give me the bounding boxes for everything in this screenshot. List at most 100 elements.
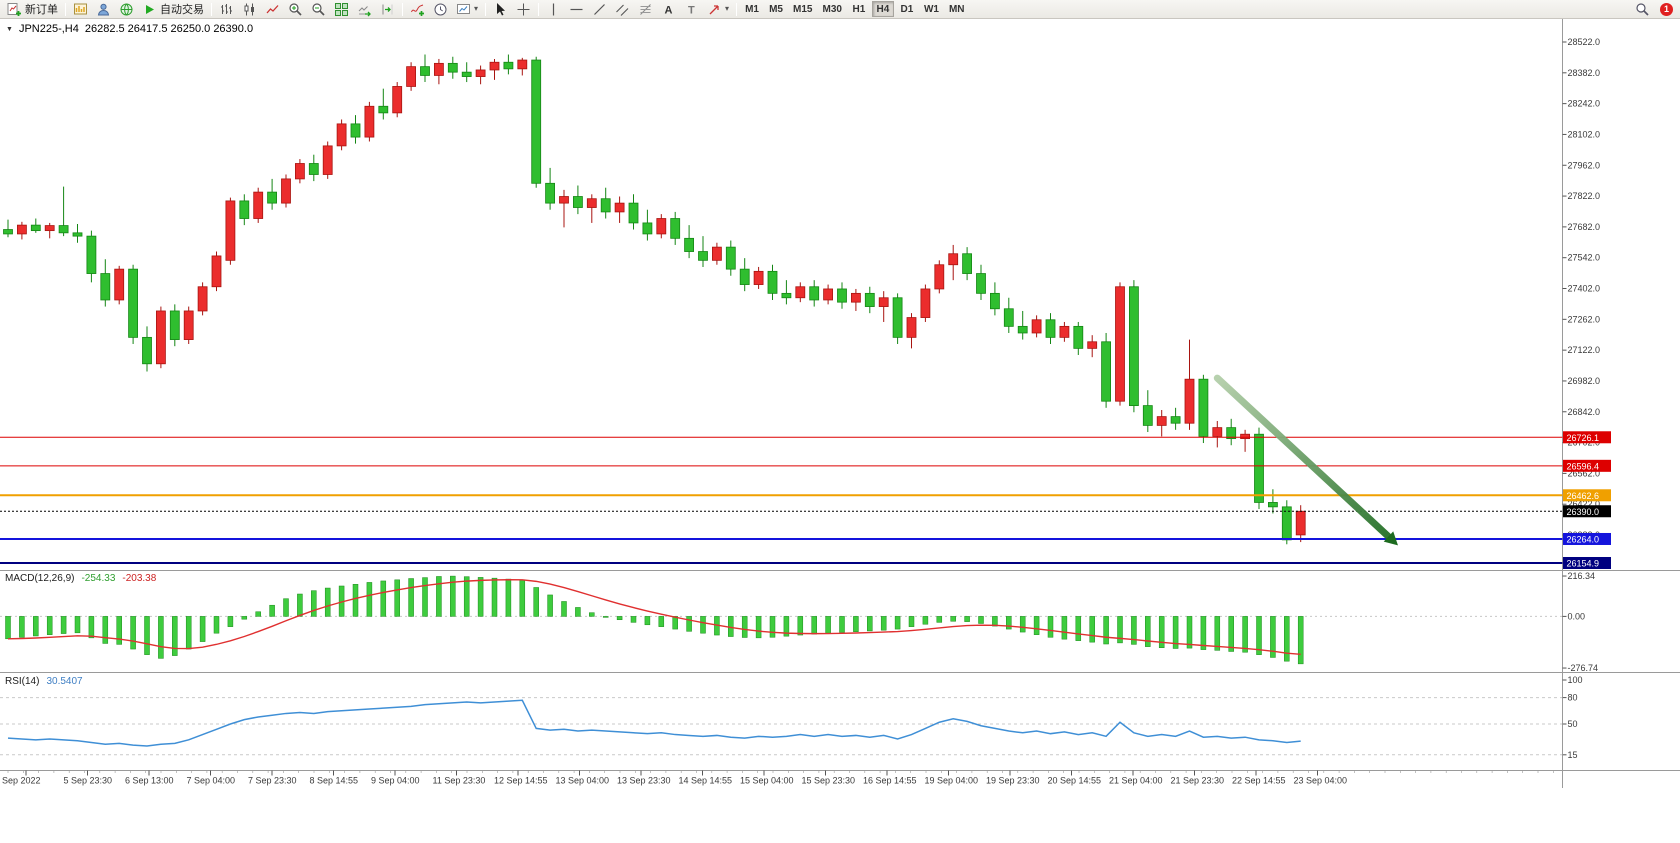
svg-text:50: 50 <box>1568 719 1578 729</box>
candlestick-chart-icon <box>242 3 254 15</box>
svg-text:6 Sep 13:00: 6 Sep 13:00 <box>125 776 174 786</box>
vertical-line-icon <box>546 2 561 17</box>
collapse-triangle-icon[interactable]: ▼ <box>6 25 13 33</box>
autotrade-button[interactable]: 自动交易 <box>138 1 208 18</box>
horizontal-line-icon <box>569 2 584 17</box>
text-button[interactable]: A <box>657 1 680 18</box>
svg-text:26154.9: 26154.9 <box>1567 558 1600 568</box>
svg-text:12 Sep 14:55: 12 Sep 14:55 <box>494 776 548 786</box>
candles-layer <box>3 54 1306 545</box>
indicators-button[interactable] <box>406 1 429 18</box>
svg-text:-276.74: -276.74 <box>1568 663 1599 673</box>
text-label-button[interactable]: T <box>680 1 703 18</box>
svg-text:13 Sep 23:30: 13 Sep 23:30 <box>617 776 671 786</box>
charts-window-button[interactable] <box>69 1 92 18</box>
svg-text:27402.0: 27402.0 <box>1568 284 1601 294</box>
periods-button[interactable] <box>429 1 452 18</box>
tf-button-h4[interactable]: H4 <box>871 1 894 17</box>
svg-text:26726.1: 26726.1 <box>1567 433 1600 443</box>
vertical-line-button[interactable] <box>542 1 565 18</box>
rsi-layer <box>7 699 1301 747</box>
zoom-out-button[interactable] <box>307 1 330 18</box>
rsi-axis: 100 80 50 15 <box>0 675 1583 760</box>
tf-button-mn[interactable]: MN <box>945 1 969 17</box>
chart-header: ▼ JPN225-,H4 26282.5 26417.5 26250.0 263… <box>6 23 253 35</box>
macd-signal-value: -203.38 <box>122 573 157 584</box>
market-data-button[interactable] <box>115 1 138 18</box>
tf-button-d1[interactable]: D1 <box>896 1 918 17</box>
svg-text:15 Sep 23:30: 15 Sep 23:30 <box>802 776 856 786</box>
tf-button-m30[interactable]: M30 <box>818 1 845 17</box>
rsi-header: RSI(14) 30.5407 <box>5 676 83 687</box>
chart-shift-button[interactable] <box>376 1 399 18</box>
svg-text:21 Sep 23:30: 21 Sep 23:30 <box>1171 776 1225 786</box>
templates-button[interactable]: ▾ <box>452 1 482 18</box>
charts-window-icon <box>73 2 88 17</box>
tf-button-w1[interactable]: W1 <box>920 1 943 17</box>
crosshair-button[interactable] <box>512 1 535 18</box>
trend-arrow <box>1213 374 1398 546</box>
channel-button[interactable] <box>611 1 634 18</box>
indicators-icon <box>410 2 425 17</box>
toolbar-right-cluster: 1 <box>1631 1 1677 18</box>
globe-icon <box>119 2 134 17</box>
svg-text:15 Sep 04:00: 15 Sep 04:00 <box>740 776 794 786</box>
horizontal-line-button[interactable] <box>565 1 588 18</box>
cursor-button[interactable] <box>489 1 512 18</box>
toolbar-separator <box>538 2 540 16</box>
rsi-value: 30.5407 <box>46 676 83 687</box>
svg-text:27542.0: 27542.0 <box>1568 253 1601 263</box>
search-button[interactable] <box>1631 1 1654 18</box>
svg-text:26462.6: 26462.6 <box>1567 491 1600 501</box>
line-chart-button[interactable] <box>261 1 284 18</box>
crosshair-icon <box>517 3 530 15</box>
toolbar-separator <box>211 2 212 16</box>
macd-main-value: -254.33 <box>81 573 116 584</box>
new-order-icon <box>7 2 22 17</box>
tf-button-m1[interactable]: M1 <box>741 1 763 17</box>
macd-layer <box>5 575 1304 665</box>
tf-button-h1[interactable]: H1 <box>848 1 870 17</box>
auto-scroll-button[interactable] <box>353 1 376 18</box>
fibonacci-button[interactable] <box>634 1 657 18</box>
symbol-period-label: JPN225-,H4 <box>18 23 79 35</box>
rsi-title: RSI(14) <box>5 676 40 687</box>
svg-text:28242.0: 28242.0 <box>1568 99 1601 109</box>
svg-text:28102.0: 28102.0 <box>1568 129 1601 139</box>
zoom-out-icon <box>311 2 326 17</box>
notification-badge[interactable]: 1 <box>1660 2 1673 16</box>
svg-text:100: 100 <box>1568 675 1583 685</box>
tf-button-m15[interactable]: M15 <box>789 1 816 17</box>
arrows-tool-icon <box>707 2 722 17</box>
profile-button[interactable] <box>92 1 115 18</box>
candlestick-chart-button[interactable] <box>238 1 261 18</box>
tf-button-m5[interactable]: M5 <box>765 1 787 17</box>
dropdown-caret-icon: ▾ <box>725 4 730 13</box>
svg-text:15: 15 <box>1568 750 1578 760</box>
profile-icon <box>96 2 111 17</box>
template-icon <box>456 2 471 17</box>
toolbar-separator <box>736 2 738 16</box>
svg-text:A: A <box>665 4 673 16</box>
tile-windows-button[interactable] <box>330 1 353 18</box>
toolbar: 新订单 自动交易 <box>0 0 1680 19</box>
svg-text:7 Sep 04:00: 7 Sep 04:00 <box>187 776 236 786</box>
svg-text:16 Sep 14:55: 16 Sep 14:55 <box>863 776 917 786</box>
svg-text:19 Sep 04:00: 19 Sep 04:00 <box>925 776 979 786</box>
svg-text:19 Sep 23:30: 19 Sep 23:30 <box>986 776 1040 786</box>
timeframe-group: M1 M5 M15 M30 H1 H4 D1 W1 MN <box>740 1 969 17</box>
line-chart-icon <box>265 2 280 17</box>
trendline-button[interactable] <box>588 1 611 18</box>
new-order-button[interactable]: 新订单 <box>3 1 62 18</box>
zoom-in-button[interactable] <box>284 1 307 18</box>
bar-chart-button[interactable] <box>215 1 238 18</box>
svg-text:T: T <box>688 4 695 16</box>
svg-text:216.34: 216.34 <box>1568 571 1596 581</box>
svg-text:20 Sep 14:55: 20 Sep 14:55 <box>1048 776 1102 786</box>
svg-text:14 Sep 14:55: 14 Sep 14:55 <box>679 776 733 786</box>
equidistant-channel-icon <box>615 2 630 17</box>
arrows-tool-button[interactable]: ▾ <box>703 1 733 18</box>
fibonacci-icon <box>638 2 653 17</box>
